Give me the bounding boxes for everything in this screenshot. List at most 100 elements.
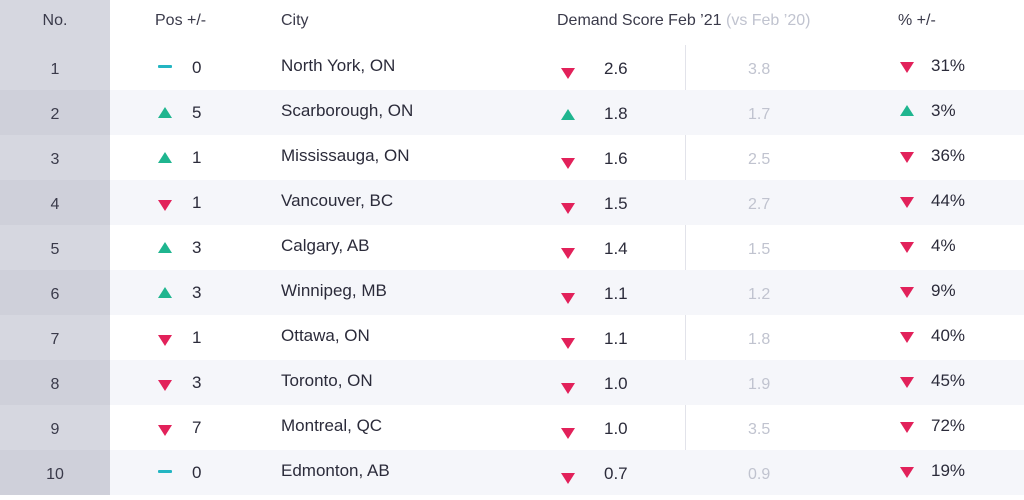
rank-number: 4	[0, 180, 110, 225]
position-change-value: 1	[192, 193, 202, 212]
demand-trend-icon-cell	[561, 135, 577, 180]
city-name: Vancouver, BC	[281, 191, 394, 210]
demand-score-value: 1.0	[604, 419, 628, 438]
header-city: City	[281, 12, 309, 29]
position-change-icon-cell	[158, 45, 174, 90]
position-change-value: 1	[192, 148, 202, 167]
demand-score-value: 1.1	[604, 329, 628, 348]
arrow-down-icon	[561, 247, 575, 259]
previous-demand-score: 2.5	[748, 151, 771, 168]
previous-demand-score: 3.8	[748, 61, 771, 78]
arrow-down-icon	[158, 199, 172, 211]
table-row: 4 1 Vancouver, BC 1.5 2.7 44%	[0, 180, 1024, 225]
table-row: 5 3 Calgary, AB 1.4 1.5 4%	[0, 225, 1024, 270]
position-change-icon-cell	[158, 90, 174, 135]
demand-trend-icon-cell	[561, 450, 577, 495]
percent-trend-icon-cell	[900, 315, 916, 360]
table-row: 10 0 Edmonton, AB 0.7 0.9 19%	[0, 450, 1024, 495]
city-name: Scarborough, ON	[281, 101, 414, 120]
percent-change-value: 19%	[931, 461, 966, 480]
percent-trend-icon-cell	[900, 90, 916, 135]
position-change-value: 0	[192, 463, 202, 482]
table-row: 8 3 Toronto, ON 1.0 1.9 45%	[0, 360, 1024, 405]
position-change-value: 3	[192, 238, 202, 257]
header-demand-compare: (vs Feb ’20)	[725, 12, 811, 29]
previous-demand-score: 3.5	[748, 421, 771, 438]
rank-number: 2	[0, 90, 110, 135]
arrow-down-icon	[561, 337, 575, 349]
position-change-value: 5	[192, 103, 202, 122]
position-change-value: 0	[192, 58, 202, 77]
demand-score-value: 2.6	[604, 59, 628, 78]
demand-trend-icon-cell	[561, 45, 577, 90]
percent-change-value: 3%	[931, 101, 956, 120]
rank-number: 3	[0, 135, 110, 180]
percent-change-value: 9%	[931, 281, 956, 300]
percent-trend-icon-cell	[900, 180, 916, 225]
rank-number: 8	[0, 360, 110, 405]
arrow-down-icon	[561, 67, 575, 79]
arrow-down-icon	[561, 382, 575, 394]
demand-score-value: 1.4	[604, 239, 628, 258]
position-change-icon-cell	[158, 315, 174, 360]
percent-trend-icon-cell	[900, 450, 916, 495]
arrow-down-icon	[158, 379, 172, 391]
table-row: 6 3 Winnipeg, MB 1.1 1.2 9%	[0, 270, 1024, 315]
rank-number: 7	[0, 315, 110, 360]
arrow-down-icon	[158, 334, 172, 346]
rank-number: 6	[0, 270, 110, 315]
city-name: Mississauga, ON	[281, 146, 410, 165]
rank-number: 5	[0, 225, 110, 270]
arrow-down-icon	[900, 376, 914, 388]
arrow-down-icon	[900, 196, 914, 208]
demand-score-value: 1.8	[604, 104, 628, 123]
previous-demand-score: 1.8	[748, 331, 771, 348]
demand-trend-icon-cell	[561, 315, 577, 360]
header-no: No.	[0, 0, 110, 45]
percent-change-value: 40%	[931, 326, 966, 345]
arrow-up-icon	[158, 241, 172, 253]
previous-demand-score: 2.7	[748, 196, 771, 213]
previous-demand-score: 1.2	[748, 286, 771, 303]
table-row: 7 1 Ottawa, ON 1.1 1.8 40%	[0, 315, 1024, 360]
arrow-up-icon	[900, 104, 914, 116]
arrow-up-icon	[158, 106, 172, 118]
demand-score-value: 1.5	[604, 194, 628, 213]
demand-trend-icon-cell	[561, 270, 577, 315]
demand-score-value: 1.0	[604, 374, 628, 393]
arrow-up-icon	[158, 286, 172, 298]
city-name: Montreal, QC	[281, 416, 383, 435]
position-change-value: 1	[192, 328, 202, 347]
dash-icon	[158, 469, 172, 473]
percent-change-value: 45%	[931, 371, 966, 390]
arrow-down-icon	[900, 286, 914, 298]
arrow-down-icon	[900, 61, 914, 73]
demand-trend-icon-cell	[561, 225, 577, 270]
percent-change-value: 31%	[931, 56, 966, 75]
city-name: Ottawa, ON	[281, 326, 370, 345]
arrow-down-icon	[561, 157, 575, 169]
position-change-icon-cell	[158, 225, 174, 270]
position-change-value: 3	[192, 283, 202, 302]
demand-score-value: 1.1	[604, 284, 628, 303]
arrow-down-icon	[158, 424, 172, 436]
previous-demand-score: 1.5	[748, 241, 771, 258]
arrow-up-icon	[561, 108, 575, 120]
city-name: Toronto, ON	[281, 371, 373, 390]
demand-trend-icon-cell	[561, 405, 577, 450]
arrow-down-icon	[900, 151, 914, 163]
position-change-icon-cell	[158, 270, 174, 315]
city-name: Edmonton, AB	[281, 461, 390, 480]
position-change-value: 3	[192, 373, 202, 392]
city-name: Calgary, AB	[281, 236, 370, 255]
header-demand-label: Demand Score Feb ’21	[557, 12, 722, 29]
arrow-down-icon	[561, 202, 575, 214]
rank-number: 1	[0, 45, 110, 90]
demand-score-value: 1.6	[604, 149, 628, 168]
percent-trend-icon-cell	[900, 45, 916, 90]
table-row: 2 5 Scarborough, ON 1.8 1.7 3%	[0, 90, 1024, 135]
arrow-down-icon	[561, 292, 575, 304]
rank-number: 10	[0, 450, 110, 495]
arrow-up-icon	[158, 151, 172, 163]
